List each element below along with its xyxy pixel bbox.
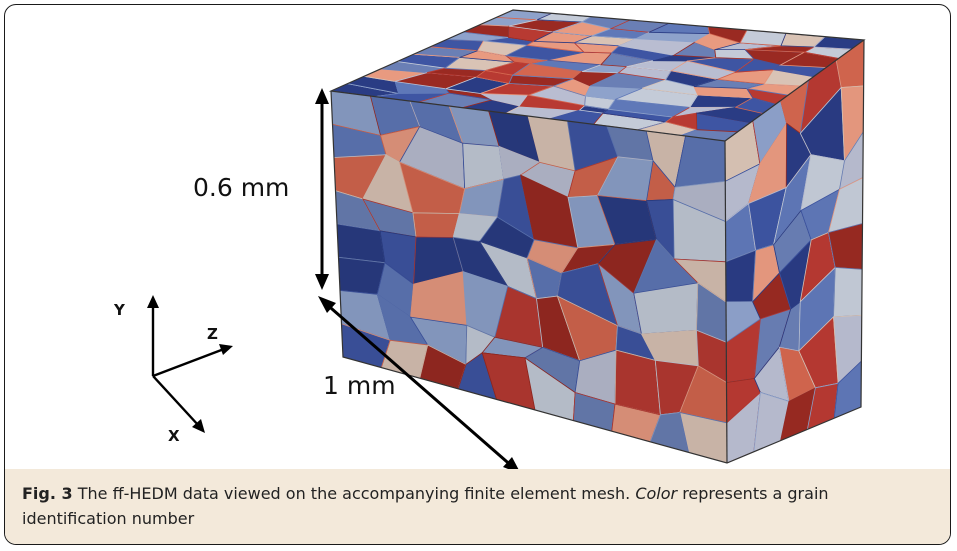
block-outline: [328, 9, 866, 464]
z-axis-label: Z: [207, 325, 218, 343]
length-dimension-label: 1 mm: [323, 371, 396, 400]
height-dimension-label: 0.6 mm: [193, 173, 289, 202]
caption-band: [5, 469, 950, 544]
caption-italic-word: Color: [635, 484, 678, 503]
grain-cell: [679, 411, 727, 463]
face-shading: [331, 91, 727, 463]
x-axis-label: X: [168, 427, 180, 445]
figure-caption: Fig. 3 The ff-HEDM data viewed on the ac…: [22, 481, 922, 531]
front-face: [331, 91, 727, 463]
height-dimension-arrow: [315, 88, 329, 290]
caption-text-after: represents a grain identification number: [22, 484, 829, 528]
coordinate-axes: [147, 295, 233, 433]
right-face: [725, 40, 864, 463]
y-axis-label: Y: [113, 301, 126, 319]
top-face: [331, 10, 864, 141]
grain-cell: [813, 36, 864, 50]
figure-number: Fig. 3: [22, 484, 73, 503]
caption-text-before: The ff-HEDM data viewed on the accompany…: [72, 484, 636, 503]
